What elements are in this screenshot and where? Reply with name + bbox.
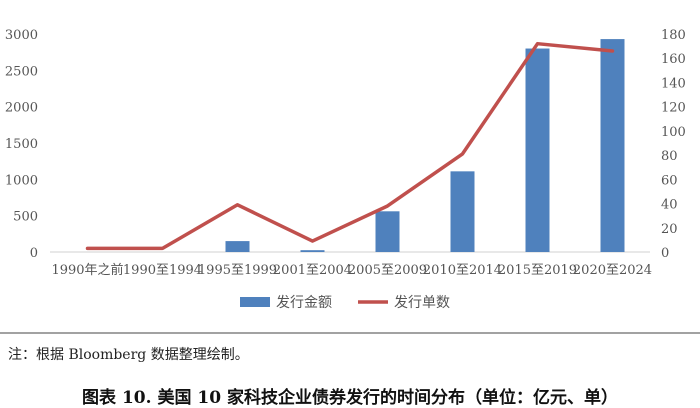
right-tick-0: 0 xyxy=(661,246,669,261)
line-point-1 xyxy=(162,247,163,249)
source-note: 注：根据 Bloomberg 数据整理绘制。 xyxy=(8,347,249,363)
left-axis-ticks: 0 500 1000 1500 2000 2500 3000 xyxy=(5,28,38,261)
x-tick-3: 2001至2004 xyxy=(273,263,352,278)
legend-label-bar: 发行金额 xyxy=(276,295,332,311)
left-tick-5: 2500 xyxy=(5,64,38,79)
bar-3 xyxy=(300,250,325,252)
right-tick-2: 40 xyxy=(661,198,678,213)
x-tick-6: 2015至2019 xyxy=(498,263,577,278)
line-point-7 xyxy=(612,50,613,52)
line-series xyxy=(85,41,615,251)
bar-6 xyxy=(525,48,550,253)
bar-series xyxy=(225,39,625,253)
bar-7 xyxy=(600,39,625,252)
x-tick-7: 2020至2024 xyxy=(573,263,652,278)
right-tick-7: 140 xyxy=(661,76,686,91)
line-point-6 xyxy=(537,43,538,45)
left-tick-2: 1000 xyxy=(5,173,38,188)
right-tick-8: 160 xyxy=(661,52,686,67)
left-tick-1: 500 xyxy=(13,210,38,225)
right-tick-6: 120 xyxy=(661,101,686,116)
line-point-0 xyxy=(87,247,88,249)
line-point-2 xyxy=(237,204,238,206)
bar-2 xyxy=(225,241,250,252)
right-tick-9: 180 xyxy=(661,28,686,43)
left-tick-6: 3000 xyxy=(5,28,38,43)
legend-swatch-bar xyxy=(240,297,270,307)
x-tick-0: 1990年之前 xyxy=(51,262,123,278)
line-path xyxy=(85,41,615,251)
line-point-4 xyxy=(387,205,388,207)
right-tick-1: 20 xyxy=(661,222,678,237)
line-point-3 xyxy=(312,240,313,242)
right-tick-3: 60 xyxy=(661,173,678,188)
left-tick-3: 1500 xyxy=(5,137,38,152)
chart: 0 500 1000 1500 2000 2500 3000 0 20 40 60 80 100 120… xyxy=(0,28,700,334)
right-tick-5: 100 xyxy=(661,125,686,140)
x-tick-1: 1990至1994 xyxy=(123,263,202,278)
bar-4 xyxy=(375,211,400,252)
legend-label-line: 发行单数 xyxy=(394,295,450,311)
legend: 发行金额 发行单数 xyxy=(240,295,450,311)
x-axis-ticks: 1990年之前 1990至19941995至19992001至20042005至2… xyxy=(51,262,652,278)
bar-5 xyxy=(450,171,475,252)
figure-caption: 图表 10. 美国 10 家科技企业债券发行的时间分布（单位：亿元、单） xyxy=(82,388,618,408)
x-tick-5: 2010至2014 xyxy=(423,263,502,278)
right-tick-4: 80 xyxy=(661,149,678,164)
right-axis-ticks: 0 20 40 60 80 100 120 140 160 180 xyxy=(661,28,686,261)
left-tick-0: 0 xyxy=(30,246,38,261)
x-tick-4: 2005至2009 xyxy=(348,263,427,278)
line-point-5 xyxy=(462,153,463,155)
x-tick-2: 1995至1999 xyxy=(198,263,277,278)
left-tick-4: 2000 xyxy=(5,101,38,116)
